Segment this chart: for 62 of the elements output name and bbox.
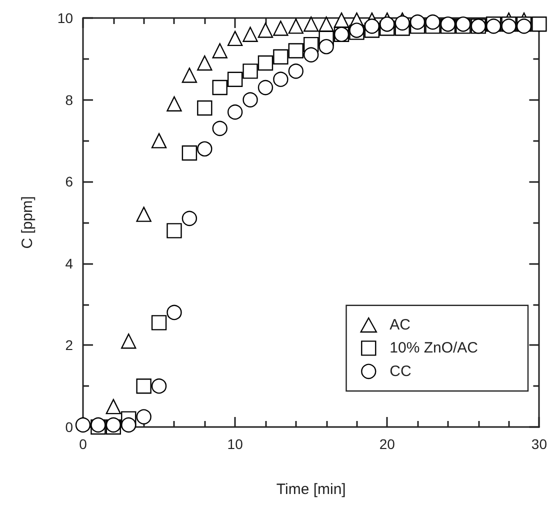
point [212, 43, 228, 58]
y-tick-label: 10 [57, 10, 74, 26]
point [304, 16, 319, 32]
point [197, 55, 212, 71]
point [318, 39, 334, 54]
point [151, 315, 167, 330]
point [166, 304, 182, 320]
point [425, 14, 440, 30]
point [136, 206, 152, 222]
point [288, 43, 304, 58]
y-tick-label: 8 [65, 92, 74, 108]
point [258, 22, 274, 38]
point [532, 16, 547, 32]
y-tick-label: 2 [65, 337, 74, 354]
legend-label: 10% ZnO/AC [390, 340, 478, 357]
point [182, 145, 198, 161]
point [151, 378, 167, 394]
point [227, 104, 243, 120]
point [318, 16, 334, 32]
point [197, 141, 212, 156]
point [394, 15, 410, 31]
point [106, 398, 122, 414]
point [304, 47, 319, 62]
point [151, 133, 167, 148]
point [364, 18, 380, 34]
x-tick-label: 20 [379, 436, 396, 452]
point [212, 120, 228, 136]
legend-label: AC [390, 316, 411, 334]
point [273, 49, 288, 64]
point [182, 210, 198, 226]
point [227, 30, 243, 46]
point [166, 223, 182, 238]
point [136, 378, 152, 394]
point [242, 92, 258, 108]
point [121, 417, 136, 433]
point [212, 80, 228, 96]
point [121, 334, 136, 349]
y-tick-label: 0 [65, 419, 74, 435]
x-tick-label: 0 [79, 436, 88, 452]
x-tick-label: 10 [227, 436, 244, 452]
point [166, 96, 182, 112]
point [288, 64, 304, 79]
point [197, 100, 212, 116]
point [227, 72, 243, 87]
point [334, 12, 350, 28]
y-tick-label: 4 [65, 255, 74, 272]
x-tick-label: 30 [531, 436, 548, 452]
point [258, 55, 274, 71]
point [182, 68, 198, 83]
point [242, 26, 258, 42]
point [258, 80, 274, 96]
point [136, 409, 152, 424]
point [410, 14, 426, 30]
legend-label: CC [390, 362, 412, 380]
point [273, 72, 288, 87]
point [242, 64, 258, 79]
point [380, 16, 395, 32]
x-axis-title: Time [min] [276, 481, 346, 498]
y-axis-title: C [ppm] [19, 196, 36, 249]
point [288, 18, 304, 34]
point [273, 20, 288, 36]
y-tick-label: 6 [65, 174, 74, 190]
